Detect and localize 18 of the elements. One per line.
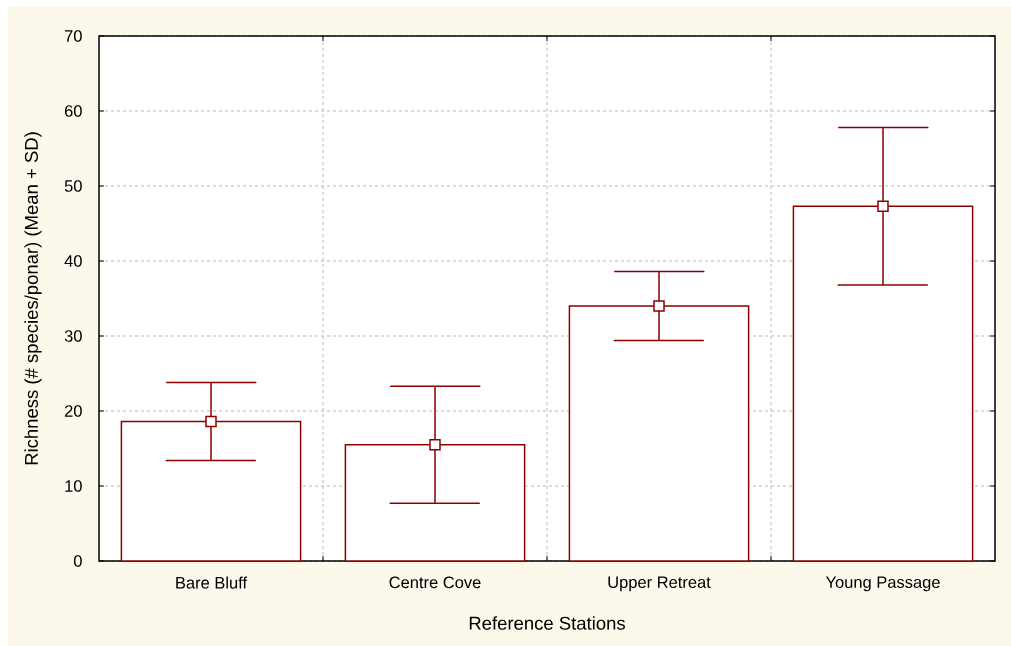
y-tick-label: 70 xyxy=(64,30,82,42)
y-tick-label: 40 xyxy=(64,255,82,267)
y-tick-label: 60 xyxy=(64,105,82,117)
y-tick-label: 50 xyxy=(64,180,82,192)
y-axis-title: Richness (# species/ponar) (Mean + SD) xyxy=(24,132,42,465)
x-tick-label: Upper Retreat xyxy=(608,576,711,592)
x-tick-label: Young Passage xyxy=(825,576,940,592)
y-tick-label: 20 xyxy=(64,405,82,417)
x-tick-label: Bare Bluff xyxy=(176,576,248,589)
y-tick-label: 10 xyxy=(65,480,82,492)
point xyxy=(205,415,217,428)
y-tick-label: 0 xyxy=(73,555,82,567)
point xyxy=(877,200,889,212)
x-tick-label: Centre Cove xyxy=(389,576,481,589)
point xyxy=(653,300,665,312)
point xyxy=(429,439,441,451)
x-axis-title: Reference Stations xyxy=(469,616,625,630)
y-tick-label: 30 xyxy=(64,330,82,342)
